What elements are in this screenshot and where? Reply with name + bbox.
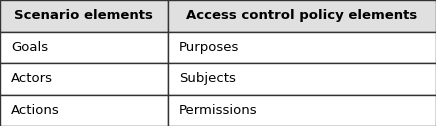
Text: Permissions: Permissions (179, 104, 257, 117)
Text: Actions: Actions (11, 104, 60, 117)
Bar (168, 0, 436, 32)
Bar (168, 94, 436, 126)
Bar (0, 0, 168, 32)
Bar (0, 32, 168, 63)
Text: Scenario elements: Scenario elements (14, 9, 153, 22)
Bar (0, 63, 168, 94)
Text: Access control policy elements: Access control policy elements (186, 9, 418, 22)
Text: Subjects: Subjects (179, 72, 235, 85)
Bar (0, 94, 168, 126)
Text: Purposes: Purposes (179, 41, 239, 54)
Text: Goals: Goals (11, 41, 48, 54)
Bar (168, 32, 436, 63)
Bar (168, 63, 436, 94)
Text: Actors: Actors (11, 72, 53, 85)
